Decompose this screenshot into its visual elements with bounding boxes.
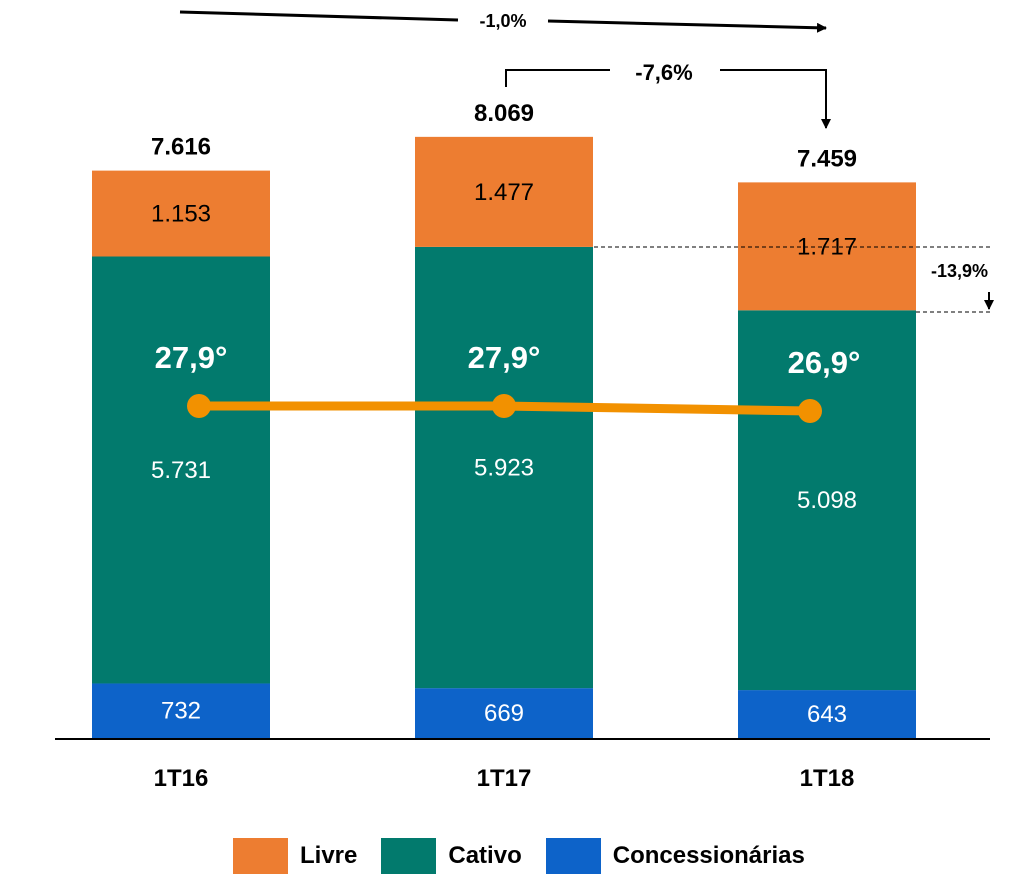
category-label-1t18: 1T18 bbox=[800, 765, 855, 792]
bar-livre-1t18 bbox=[738, 182, 916, 311]
yoy-change-label: -7,6% bbox=[635, 60, 692, 85]
bar-concessionarias-1t17 bbox=[415, 688, 593, 738]
yoy-bracket-left bbox=[505, 69, 610, 87]
overall-arrow-left bbox=[179, 10, 459, 22]
legend-item-concessionarias: Concessionárias bbox=[545, 838, 805, 874]
overall-arrow-right bbox=[547, 19, 827, 33]
bar-cativo-1t16 bbox=[92, 256, 270, 684]
bar-livre-1t16 bbox=[92, 170, 270, 257]
category-labels-group: 1T16 1T17 1T18 bbox=[154, 765, 855, 792]
segment-label-cativo-1t18: 5.098 bbox=[797, 487, 857, 514]
segment-label-cativo-1t16: 5.731 bbox=[151, 457, 211, 484]
segment-label-livre-1t16: 1.153 bbox=[151, 201, 211, 228]
legend-item-cativo: Cativo bbox=[381, 838, 522, 874]
segment-label-cativo-1t17: 5.923 bbox=[474, 455, 534, 482]
segment-label-concessionarias-1t17: 669 bbox=[484, 700, 524, 727]
temperature-label-1t16: 27,9° bbox=[155, 340, 228, 375]
bar-livre-1t17 bbox=[415, 136, 593, 247]
legend-swatch-concessionarias bbox=[545, 838, 601, 874]
bars-group bbox=[92, 136, 916, 738]
totals-group: 7.616 8.069 7.459 bbox=[151, 100, 857, 173]
yoy-bracket-right bbox=[720, 69, 831, 129]
legend-swatch-cativo bbox=[381, 838, 437, 874]
segment-label-livre-1t17: 1.477 bbox=[474, 179, 534, 206]
legend-label-concessionarias: Concessionárias bbox=[612, 842, 805, 869]
cativo-change-label: -13,9% bbox=[931, 261, 988, 281]
legend-label-livre: Livre bbox=[300, 842, 358, 869]
temperature-point-1t18 bbox=[798, 399, 822, 423]
total-label-1t16: 7.616 bbox=[151, 134, 211, 161]
segment-label-concessionarias-1t16: 732 bbox=[161, 698, 201, 725]
bar-cativo-1t17 bbox=[415, 246, 593, 689]
temperature-point-1t17 bbox=[492, 394, 516, 418]
legend-swatch-livre bbox=[233, 838, 288, 874]
legend-item-livre: Livre bbox=[233, 838, 357, 874]
bar-concessionarias-1t18 bbox=[738, 690, 916, 738]
category-label-1t17: 1T17 bbox=[477, 765, 532, 792]
total-label-1t18: 7.459 bbox=[797, 145, 857, 172]
overall-change-label: -1,0% bbox=[479, 11, 526, 31]
segment-label-concessionarias-1t18: 643 bbox=[807, 701, 847, 728]
total-label-1t17: 8.069 bbox=[474, 100, 534, 127]
temperature-label-1t18: 26,9° bbox=[788, 345, 861, 380]
temperature-point-1t16 bbox=[187, 394, 211, 418]
temperature-label-1t17: 27,9° bbox=[468, 340, 541, 375]
legend: Livre Cativo Concessionárias bbox=[233, 838, 829, 874]
legend-label-cativo: Cativo bbox=[448, 842, 522, 869]
temperature-line-group: 27,9° 27,9° 26,9° bbox=[155, 340, 861, 423]
bar-concessionarias-1t16 bbox=[92, 683, 270, 738]
bar-cativo-1t18 bbox=[738, 310, 916, 691]
category-label-1t16: 1T16 bbox=[154, 765, 209, 792]
